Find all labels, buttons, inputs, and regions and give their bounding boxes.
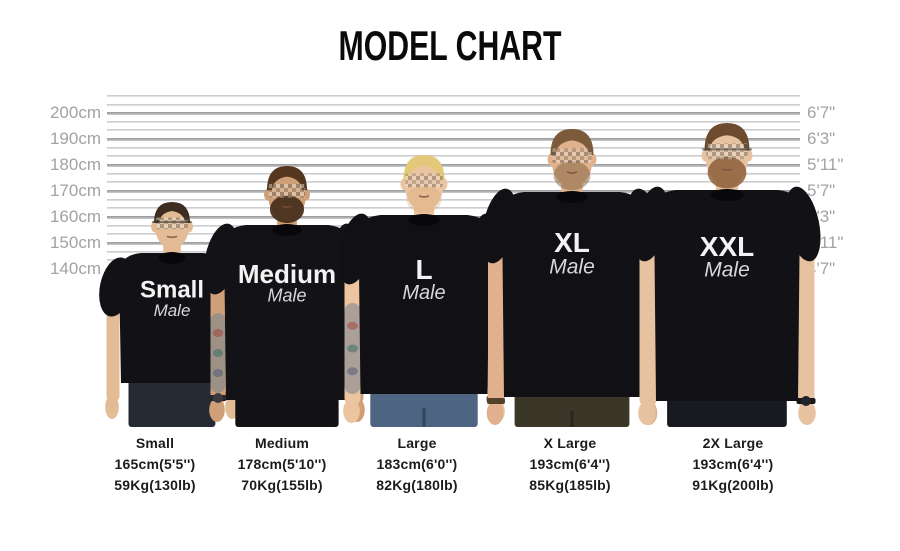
shirt-size-label: XL [554, 227, 590, 258]
model-weight: 82Kg(180lb) [376, 477, 458, 493]
ruler-line-major [107, 112, 800, 115]
size-name: Large [397, 435, 437, 451]
ruler-line-minor [107, 146, 800, 149]
left-tick: 160cm [49, 207, 101, 226]
ruler-line-major [107, 138, 800, 141]
model-height: 165cm(5'5'') [114, 456, 196, 472]
shirt-size-label: L [415, 254, 432, 285]
page-title: MODEL CHART [338, 22, 562, 69]
size-info-column: Medium 178cm(5'10'') 70Kg(155lb) [197, 433, 367, 496]
right-tick: 5'7" [807, 181, 836, 200]
ruler-line-minor [107, 181, 800, 184]
left-tick: 180cm [49, 155, 101, 174]
size-name: Small [135, 435, 175, 451]
size-name: X Large [543, 435, 597, 451]
ruler-line-minor [107, 172, 800, 175]
model-height: 183cm(6'0'') [376, 456, 458, 472]
size-name: 2X Large [702, 435, 764, 451]
model-weight: 70Kg(155lb) [241, 477, 323, 493]
right-tick: 5'11" [807, 155, 844, 174]
left-tick: 190cm [49, 129, 101, 148]
size-info-column: Large 183cm(6'0'') 82Kg(180lb) [332, 433, 502, 496]
shirt-size-label: Medium [238, 259, 336, 289]
shirt-size-label: Small [140, 276, 204, 303]
left-tick: 150cm [49, 233, 101, 252]
left-tick: 200cm [49, 103, 101, 122]
shirt-gender-label: Male [704, 258, 750, 281]
ruler-line-major [107, 164, 800, 167]
ruler-line-major [107, 190, 800, 193]
right-tick: 6'7" [807, 103, 836, 122]
ruler-line-minor [107, 129, 800, 132]
size-name: Medium [254, 435, 310, 451]
left-tick: 140cm [49, 259, 101, 278]
model-height: 178cm(5'10'') [237, 456, 327, 472]
ruler-line-minor [107, 155, 800, 158]
shirt-gender-label: Male [154, 301, 191, 320]
model-weight: 91Kg(200lb) [692, 477, 774, 493]
ruler-line-minor [107, 95, 800, 97]
ruler-line-minor [107, 207, 800, 210]
model-height: 193cm(6'4'') [692, 456, 774, 472]
size-info-column: X Large 193cm(6'4'') 85Kg(185lb) [485, 433, 655, 496]
shirt-gender-label: Male [402, 282, 445, 304]
left-tick: 170cm [49, 181, 101, 200]
model-height: 193cm(6'4'') [529, 456, 611, 472]
ruler-line-minor [107, 198, 800, 201]
model-weight: 85Kg(185lb) [529, 477, 611, 493]
shirt-gender-label: Male [549, 255, 595, 278]
size-info-column: 2X Large 193cm(6'4'') 91Kg(200lb) [648, 433, 818, 496]
ruler-line-minor [107, 103, 800, 106]
model-weight: 59Kg(130lb) [114, 477, 196, 493]
size-info-column: Small 165cm(5'5'') 59Kg(130lb) [70, 433, 240, 496]
ruler-line-minor [107, 120, 800, 123]
right-tick: 6'3" [807, 129, 836, 148]
shirt-gender-label: Male [267, 285, 306, 305]
shirt-size-label: XXL [700, 231, 754, 262]
